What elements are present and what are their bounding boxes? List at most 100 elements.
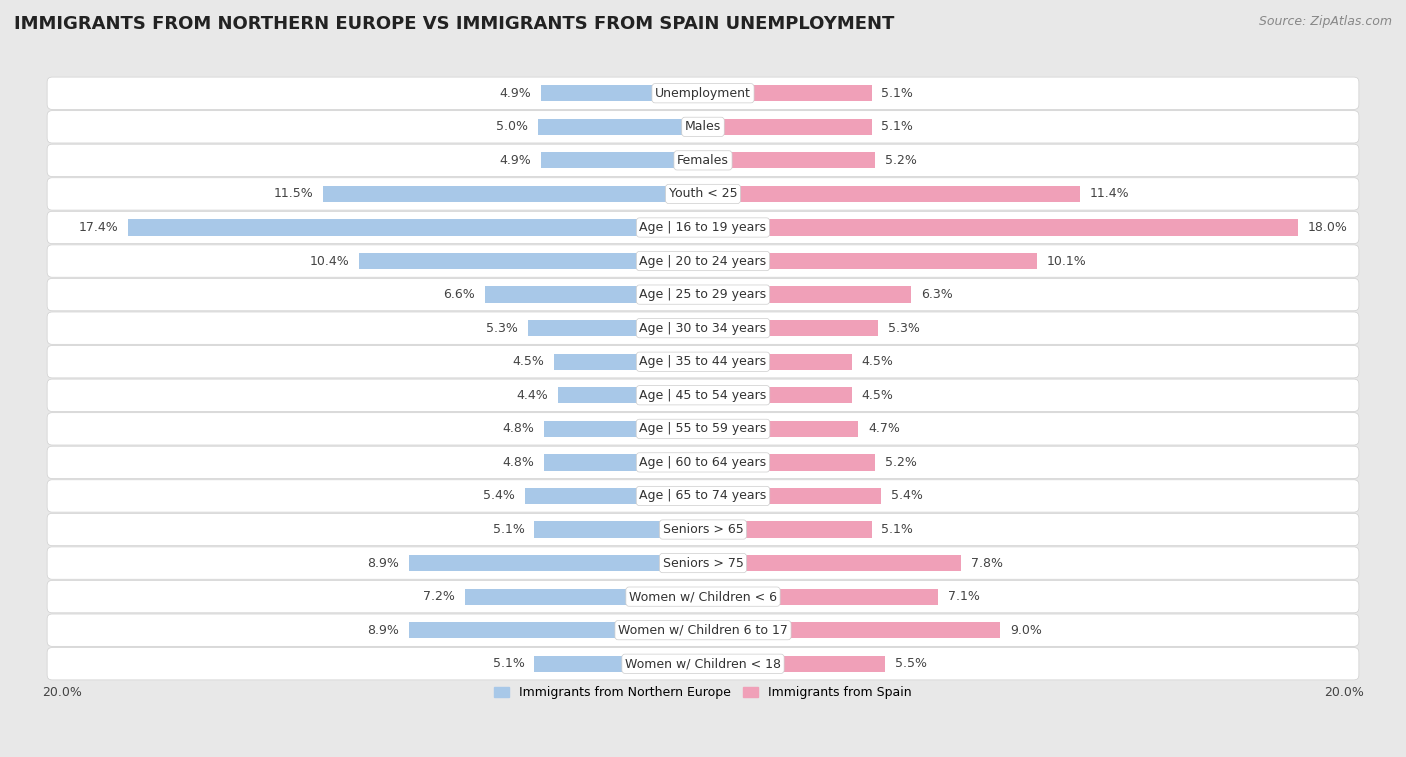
Text: Age | 55 to 59 years: Age | 55 to 59 years [640,422,766,435]
Bar [703,119,872,135]
Bar [409,622,703,638]
Text: Age | 30 to 34 years: Age | 30 to 34 years [640,322,766,335]
Text: Age | 16 to 19 years: Age | 16 to 19 years [640,221,766,234]
FancyBboxPatch shape [48,345,1358,378]
Text: 6.6%: 6.6% [443,288,475,301]
Legend: Immigrants from Northern Europe, Immigrants from Spain: Immigrants from Northern Europe, Immigra… [489,681,917,704]
Bar [409,555,703,572]
FancyBboxPatch shape [48,279,1358,311]
Bar [703,588,938,605]
Bar [554,354,703,370]
FancyBboxPatch shape [48,480,1358,512]
FancyBboxPatch shape [48,77,1358,110]
FancyBboxPatch shape [48,581,1358,612]
Bar [524,488,703,504]
FancyBboxPatch shape [48,211,1358,244]
FancyBboxPatch shape [48,413,1358,445]
Text: Age | 60 to 64 years: Age | 60 to 64 years [640,456,766,469]
Text: 4.8%: 4.8% [502,456,534,469]
Text: Women w/ Children 6 to 17: Women w/ Children 6 to 17 [619,624,787,637]
FancyBboxPatch shape [48,312,1358,344]
Text: 10.1%: 10.1% [1046,254,1087,267]
Text: Age | 25 to 29 years: Age | 25 to 29 years [640,288,766,301]
Text: 4.9%: 4.9% [499,154,531,167]
Bar [703,622,1001,638]
Bar [541,152,703,169]
Bar [544,421,703,437]
Text: 7.8%: 7.8% [970,556,1002,569]
Text: 11.5%: 11.5% [273,188,314,201]
FancyBboxPatch shape [48,446,1358,478]
Bar [558,387,703,403]
Bar [703,656,884,672]
FancyBboxPatch shape [48,547,1358,579]
Bar [703,152,875,169]
Bar [703,454,875,471]
Text: Women w/ Children < 18: Women w/ Children < 18 [626,657,780,670]
FancyBboxPatch shape [48,178,1358,210]
Text: Youth < 25: Youth < 25 [669,188,737,201]
Text: Seniors > 65: Seniors > 65 [662,523,744,536]
Text: Seniors > 75: Seniors > 75 [662,556,744,569]
Bar [703,555,960,572]
Bar [128,220,703,235]
Text: 5.3%: 5.3% [889,322,920,335]
Bar [703,220,1298,235]
Text: 5.2%: 5.2% [884,456,917,469]
Text: 7.1%: 7.1% [948,590,980,603]
Bar [534,656,703,672]
Text: 10.4%: 10.4% [309,254,350,267]
Text: 5.1%: 5.1% [882,523,914,536]
FancyBboxPatch shape [48,379,1358,412]
Text: 8.9%: 8.9% [367,624,399,637]
Text: 20.0%: 20.0% [1324,686,1364,699]
Text: Source: ZipAtlas.com: Source: ZipAtlas.com [1258,15,1392,28]
Bar [703,488,882,504]
Text: 5.1%: 5.1% [492,523,524,536]
Bar [323,185,703,202]
Text: 18.0%: 18.0% [1308,221,1347,234]
Text: 5.0%: 5.0% [496,120,527,133]
Text: 4.8%: 4.8% [502,422,534,435]
Text: 4.5%: 4.5% [862,355,893,368]
Text: 4.9%: 4.9% [499,87,531,100]
Bar [360,253,703,269]
FancyBboxPatch shape [48,145,1358,176]
Text: 20.0%: 20.0% [42,686,82,699]
FancyBboxPatch shape [48,513,1358,546]
Text: Unemployment: Unemployment [655,87,751,100]
Text: 5.4%: 5.4% [482,490,515,503]
Text: 8.9%: 8.9% [367,556,399,569]
Text: 5.1%: 5.1% [882,87,914,100]
Bar [703,286,911,303]
Text: Age | 20 to 24 years: Age | 20 to 24 years [640,254,766,267]
Bar [527,320,703,336]
Text: 5.3%: 5.3% [486,322,517,335]
Bar [703,185,1080,202]
Bar [703,354,852,370]
Text: 4.5%: 4.5% [513,355,544,368]
Bar [534,522,703,537]
Text: Males: Males [685,120,721,133]
Text: Age | 65 to 74 years: Age | 65 to 74 years [640,490,766,503]
Text: 9.0%: 9.0% [1011,624,1042,637]
Bar [703,522,872,537]
Bar [465,588,703,605]
Text: 5.2%: 5.2% [884,154,917,167]
Bar [544,454,703,471]
FancyBboxPatch shape [48,614,1358,646]
Text: 4.7%: 4.7% [868,422,900,435]
Text: 11.4%: 11.4% [1090,188,1129,201]
Bar [485,286,703,303]
Text: Age | 45 to 54 years: Age | 45 to 54 years [640,389,766,402]
Text: 6.3%: 6.3% [921,288,953,301]
Bar [703,387,852,403]
Bar [703,85,872,101]
FancyBboxPatch shape [48,647,1358,680]
Bar [703,253,1036,269]
FancyBboxPatch shape [48,245,1358,277]
Text: 4.5%: 4.5% [862,389,893,402]
Text: Women w/ Children < 6: Women w/ Children < 6 [628,590,778,603]
Text: 7.2%: 7.2% [423,590,456,603]
Bar [537,119,703,135]
